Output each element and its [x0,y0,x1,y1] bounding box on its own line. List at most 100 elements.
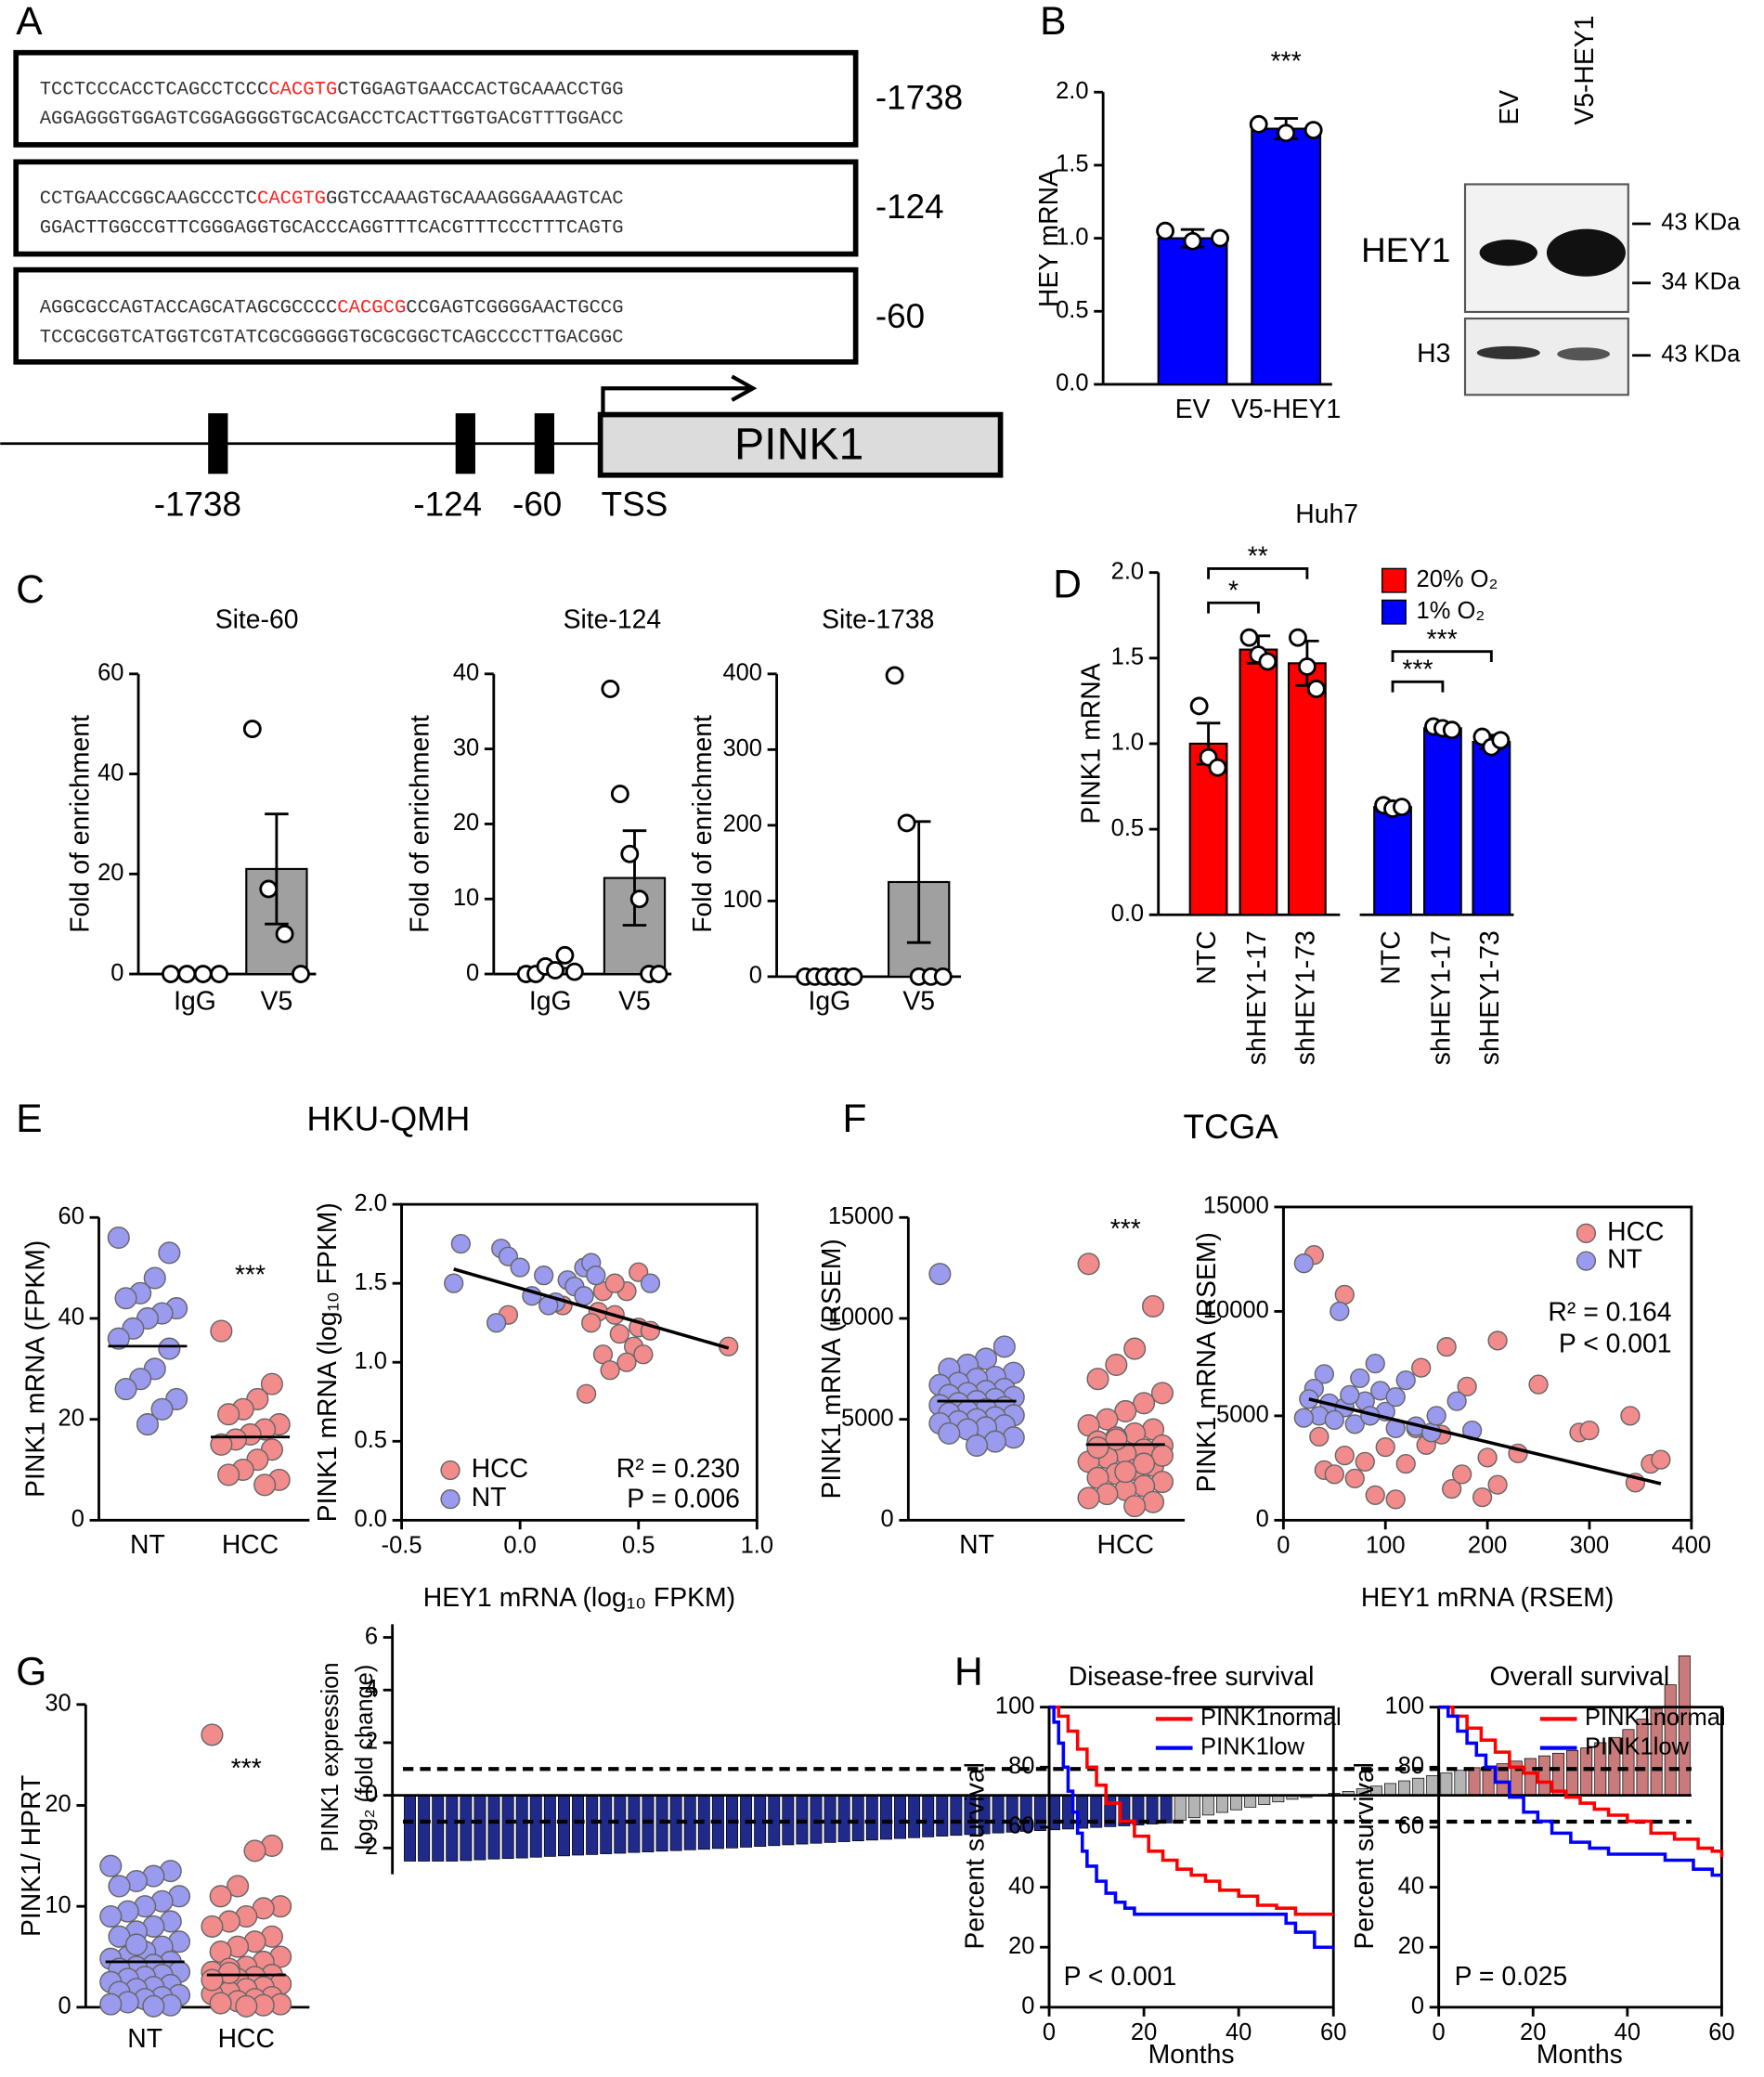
data-point [640,1273,661,1293]
legend-marker [1576,1223,1597,1243]
panel-label: C [16,568,45,612]
western-blot: EV V5-HEY1 HEY1 H3 43 KDa 34 KDa 43 KDa [1361,16,1741,396]
chart: PINK1/ HPRT *** 0 10 20 30 NT HCC [17,1691,310,2054]
sequence-part: CCTGAACCGGCAAGCCCTC [40,188,257,210]
chart: Overall survival Percent survival Months P … [1350,1662,1734,2070]
y-tick-label: 100 [722,887,762,913]
x-tick-label: IgG [529,987,572,1017]
data-point [938,1421,961,1445]
bar [446,1795,459,1862]
data-point [1446,1391,1467,1411]
data-point [201,1915,224,1938]
lane-label: V5-HEY1 [1570,16,1600,125]
legend-swatch [1381,599,1407,625]
data-point [1289,628,1307,647]
legend-label: 20% O₂ [1417,566,1498,592]
fit-line [1308,1397,1662,1486]
chart: Huh7 PINK1 mRNA 0.0 0.5 1.0 1.5 2.0 NTC shHEY1-1… [1076,500,1514,1065]
site-position: -60 [876,297,925,335]
sequence-part: CTGGAGTGAACCACTGCAAACCTGG [337,80,623,101]
y-tick-label: 40 [453,660,479,686]
y-axis-label: Fold of enrichment [688,715,718,933]
data-point [107,1226,130,1250]
annotation: P < 0.001 [1559,1329,1672,1358]
data-point [1620,1406,1641,1426]
x-axis-label: HEY1 mRNA (RSEM) [1361,1583,1614,1613]
data-point [1189,696,1209,716]
bar [1566,1750,1579,1796]
bar [460,1795,473,1862]
data-point [933,967,953,986]
data-point [581,1313,602,1333]
x-tick-label: IgG [174,987,216,1017]
bar [1157,237,1228,386]
y-axis-label: Percent survival [961,1762,991,1950]
bar [824,1795,837,1843]
marker-label: 43 KDa [1661,341,1741,367]
bar [865,1795,878,1841]
data-point [1249,114,1268,134]
gene-box [597,411,1004,478]
sequence-part: TCCTCCCACCTCAGCCTCCC [40,80,269,101]
legend-swatch [1381,567,1407,593]
y-tick-label: 2.0 [355,1190,387,1216]
data-point [486,1313,507,1333]
data-point [1334,1445,1355,1466]
data-point [150,1397,174,1421]
chart: HEY mRNA *** 0.0 0.5 1.0 1.5 2.0 EV V5-HEY1 [1034,47,1341,424]
data-point [217,1463,240,1486]
data-point [1077,1253,1100,1276]
x-tick-label: 20 [1520,2019,1546,2045]
x-tick-label: 0 [1043,2019,1056,2045]
data-point [649,965,668,983]
x-tick-label: 60 [1320,2019,1346,2045]
y-tick-label: 0 [1411,1993,1424,2019]
data-point [210,1433,233,1456]
data-point [210,965,229,983]
data-point [99,1854,123,1877]
y-tick-label: 0 [466,960,479,986]
sequence-bottom: AGGAGGGTGGAGTCGGAGGGGTGCACGACCTCACTTGGTG… [40,109,624,130]
y-tick-label: 0 [1256,1506,1269,1532]
y-axis-label: log₂ (fold change) [352,1665,378,1850]
chart: Site-124 Fold of enrichment 0 10 20 30 40 IgG V5 [405,605,672,1017]
data-point [259,879,279,899]
y-tick-label: 0 [881,1506,894,1532]
survival-curve [1049,1705,1334,1949]
bar [936,1795,949,1837]
annotation: *** [231,1754,262,1784]
data-point [576,1383,597,1404]
y-tick-label: 1.0 [1056,224,1088,250]
y-tick-label: 2 [365,1729,378,1755]
site-position: -1738 [876,78,963,116]
annotation: ** [1248,542,1268,572]
y-tick-label: 0 [58,1993,71,2019]
y-tick-label: 0.5 [1111,815,1144,841]
chart-title: Huh7 [1295,500,1358,529]
x-tick-label: shHEY1-17 [1426,930,1456,1065]
y-tick-label: 10 [45,1892,71,1918]
data-point [1293,1408,1314,1428]
chart: Disease-free survival Percent survival Mon… [961,1662,1347,2070]
marker-label: 43 KDa [1661,210,1741,236]
data-point [193,965,213,983]
site-block [455,413,475,474]
legend-marker [440,1489,460,1510]
bar [1251,127,1322,386]
bar [432,1795,445,1862]
sequence-top: AGGCGCCAGTACCAGCATAGCGCCCCCACGCGCCGAGTCG… [40,298,624,319]
data-point [1329,1301,1350,1322]
data-point [1365,1354,1385,1374]
data-point [992,1335,1016,1358]
data-point [1086,1368,1109,1391]
panel-label: H [954,1650,983,1694]
chart-title: Disease-free survival [1069,1662,1315,1692]
significance-bracket [1207,601,1260,614]
chart-title: Site-1738 [822,605,934,635]
data-point [1002,1426,1025,1449]
y-tick-label: 300 [722,735,762,761]
data-point [124,1933,148,1956]
data-point [1123,1337,1147,1360]
data-point [242,720,262,738]
panel-label: D [1053,563,1082,606]
